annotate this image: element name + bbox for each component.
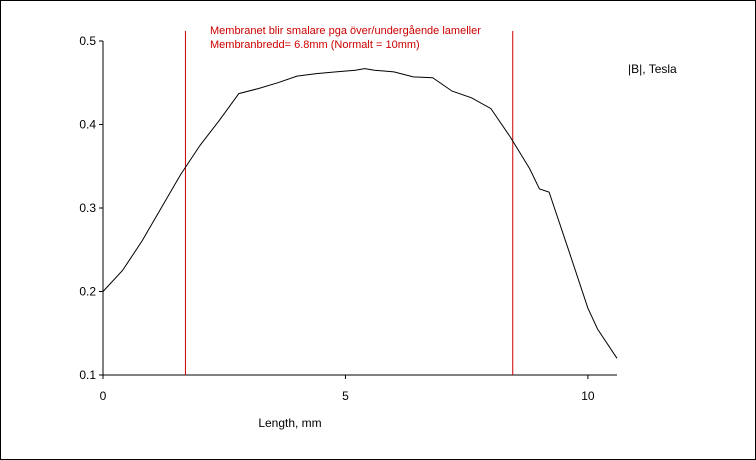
series-group (102, 68, 618, 359)
y-tick-label: 0.3 (79, 201, 96, 215)
x-tick-label: 5 (342, 389, 349, 403)
axes (102, 41, 617, 376)
legend-entry: |B|, Tesla (628, 62, 677, 76)
series-line (102, 68, 618, 359)
x-tick-label: 10 (581, 389, 595, 403)
x-ticks: 0 5 10 (100, 375, 595, 403)
x-axis-title: Length, mm (258, 416, 321, 430)
reference-lines (184, 31, 514, 375)
annotation-line-1: Membranet blir smalare pga över/undergåe… (210, 25, 481, 37)
y-ticks: 0.1 0.2 0.3 0.4 0.5 (79, 34, 103, 382)
annotation-line-2: Membranbredd= 6.8mm (Normalt = 10mm) (210, 39, 420, 51)
x-tick-label: 0 (100, 389, 107, 403)
y-tick-label: 0.4 (79, 118, 96, 132)
y-tick-label: 0.5 (79, 34, 96, 48)
y-tick-label: 0.2 (79, 285, 96, 299)
y-tick-label: 0.1 (79, 368, 96, 382)
